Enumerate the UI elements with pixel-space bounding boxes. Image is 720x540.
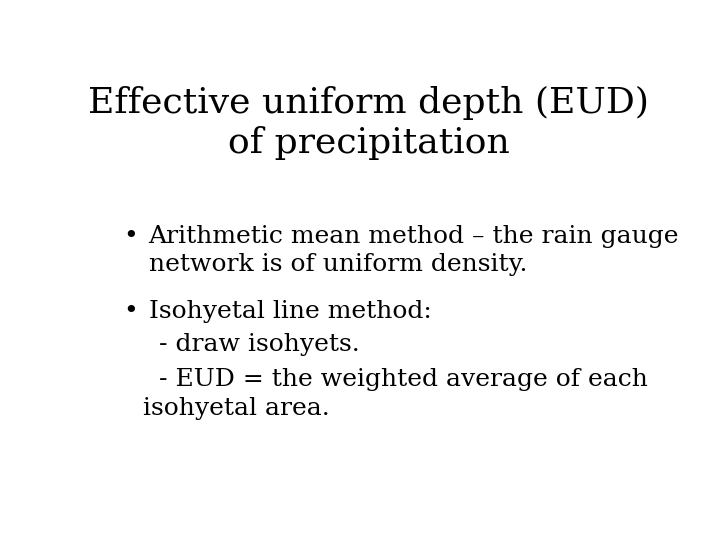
Text: Isohyetal line method:: Isohyetal line method: [148,300,431,323]
Text: - EUD = the weighted average of each
isohyetal area.: - EUD = the weighted average of each iso… [143,368,648,420]
Text: Arithmetic mean method – the rain gauge
network is of uniform density.: Arithmetic mean method – the rain gauge … [148,225,679,276]
Text: •: • [124,300,138,323]
Text: Effective uniform depth (EUD)
of precipitation: Effective uniform depth (EUD) of precipi… [89,85,649,160]
Text: - draw isohyets.: - draw isohyets. [143,333,360,356]
Text: •: • [124,225,138,248]
